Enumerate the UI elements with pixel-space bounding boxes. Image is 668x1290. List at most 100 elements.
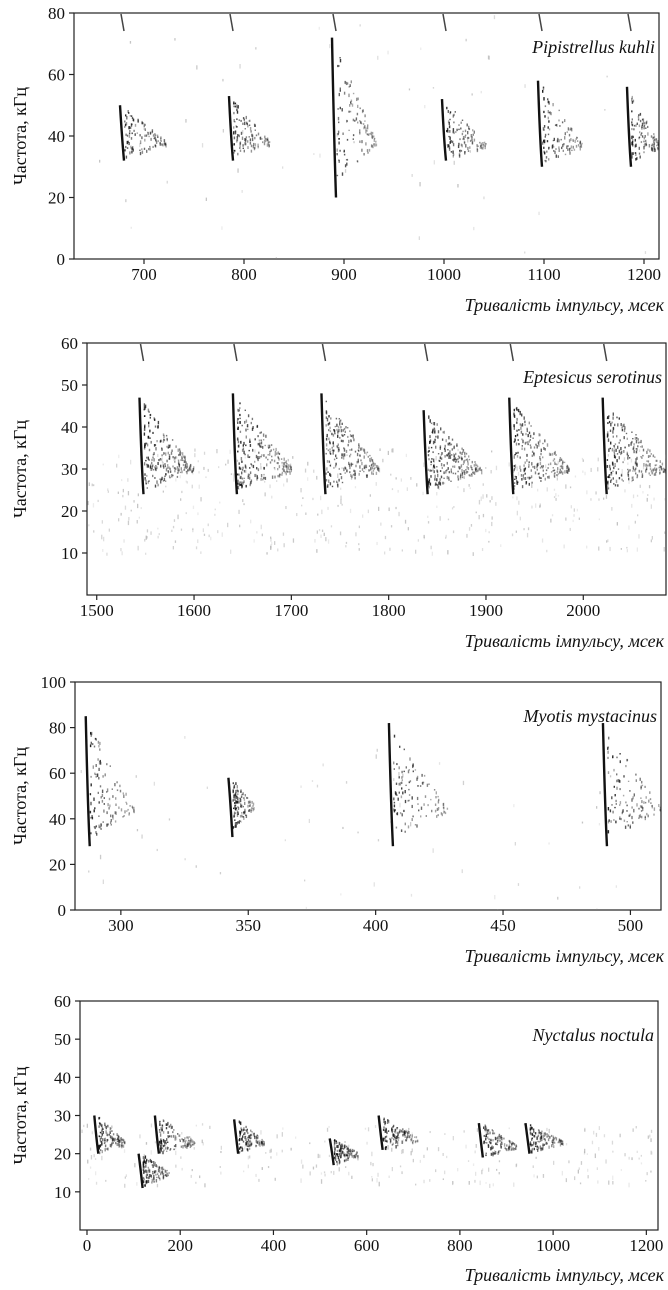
energy-dot	[616, 453, 619, 455]
noise-speck	[427, 515, 429, 518]
energy-dot	[512, 1147, 514, 1151]
energy-dot	[543, 97, 545, 101]
energy-dot	[653, 138, 655, 142]
energy-dot	[521, 445, 523, 447]
energy-dot	[107, 803, 109, 807]
energy-dot	[147, 481, 149, 484]
energy-dot	[537, 441, 540, 445]
energy-dot	[398, 776, 400, 779]
call	[330, 13, 378, 198]
noise-speck	[642, 466, 645, 470]
energy-dot	[663, 467, 665, 470]
energy-dot	[553, 473, 556, 477]
energy-dot	[367, 151, 369, 154]
energy-dot	[100, 1140, 102, 1143]
noise-speck	[475, 1144, 477, 1148]
energy-dot	[388, 1120, 390, 1124]
energy-dot	[485, 1136, 487, 1140]
energy-dot	[559, 125, 561, 127]
energy-dot	[638, 136, 641, 139]
y-axis-label: Частота, кГц	[10, 87, 30, 185]
energy-dot	[121, 1141, 123, 1145]
energy-dot	[513, 485, 516, 487]
energy-dot	[237, 807, 240, 810]
energy-dot	[161, 1147, 164, 1149]
energy-dot	[369, 460, 372, 463]
energy-dot	[339, 59, 342, 63]
energy-dot	[405, 766, 407, 769]
energy-dot	[410, 1138, 412, 1141]
energy-dot	[540, 480, 542, 483]
noise-speck	[93, 1154, 95, 1158]
energy-dot	[535, 1141, 538, 1145]
energy-dot	[247, 1136, 249, 1139]
noise-speck	[486, 494, 488, 498]
energy-dot	[183, 457, 186, 459]
energy-dot	[455, 458, 457, 463]
energy-dot	[344, 472, 346, 474]
energy-dot	[437, 485, 439, 489]
energy-dot	[239, 797, 241, 800]
noise-speck	[371, 1178, 373, 1182]
noise-speck	[358, 543, 360, 546]
energy-dot	[626, 758, 628, 762]
noise-speck	[423, 1179, 425, 1184]
energy-dot	[386, 1121, 389, 1124]
fm-sweep	[153, 1115, 161, 1154]
energy-dot	[126, 116, 128, 120]
noise-speck	[577, 1169, 579, 1174]
energy-dot	[168, 454, 171, 458]
harmonic-trace	[233, 343, 238, 362]
energy-dot	[631, 815, 633, 820]
energy-dot	[552, 1138, 554, 1142]
energy-dot	[170, 451, 173, 455]
energy-dot	[513, 482, 516, 484]
noise-speck	[620, 1169, 622, 1172]
noise-speck	[145, 535, 147, 540]
noise-speck	[328, 1125, 330, 1128]
noise-speck	[274, 541, 276, 545]
noise-speck	[551, 514, 554, 517]
call-marks	[99, 13, 659, 259]
energy-dot	[409, 1134, 411, 1136]
call	[377, 1115, 419, 1151]
energy-dot	[567, 471, 569, 474]
energy-dot	[245, 1138, 247, 1142]
energy-dot	[517, 408, 520, 413]
energy-dot	[647, 464, 649, 467]
energy-dot	[274, 475, 276, 479]
energy-dot	[556, 474, 559, 477]
energy-dot	[254, 438, 256, 441]
noise-speck	[218, 466, 220, 469]
noise-speck	[137, 503, 139, 509]
energy-dot	[425, 815, 427, 818]
energy-dot	[179, 1138, 181, 1141]
noise-speck	[472, 1163, 475, 1166]
noise-speck	[565, 1178, 567, 1183]
energy-dot	[163, 452, 165, 456]
noise-speck	[611, 507, 613, 511]
noise-speck	[582, 470, 584, 473]
energy-dot	[492, 1130, 494, 1133]
energy-dot	[493, 1132, 496, 1135]
noise-speck	[569, 486, 572, 489]
energy-dot	[281, 473, 283, 476]
noise-speck	[125, 1174, 127, 1177]
energy-dot	[129, 805, 131, 807]
harmonic-trace	[442, 13, 447, 32]
noise-speck	[275, 257, 277, 259]
energy-dot	[465, 134, 467, 136]
energy-dot	[511, 1143, 513, 1146]
noise-speck	[270, 1148, 272, 1153]
energy-dot	[653, 146, 655, 149]
energy-dot	[515, 1146, 517, 1151]
energy-dot	[645, 468, 648, 471]
energy-dot	[373, 138, 375, 142]
x-tick-label: 0	[83, 1236, 92, 1255]
energy-dot	[91, 816, 94, 820]
energy-dot	[167, 446, 169, 449]
noise-speck	[153, 781, 155, 786]
energy-dot	[149, 147, 151, 151]
energy-dot	[636, 437, 638, 440]
energy-dot	[449, 442, 451, 446]
